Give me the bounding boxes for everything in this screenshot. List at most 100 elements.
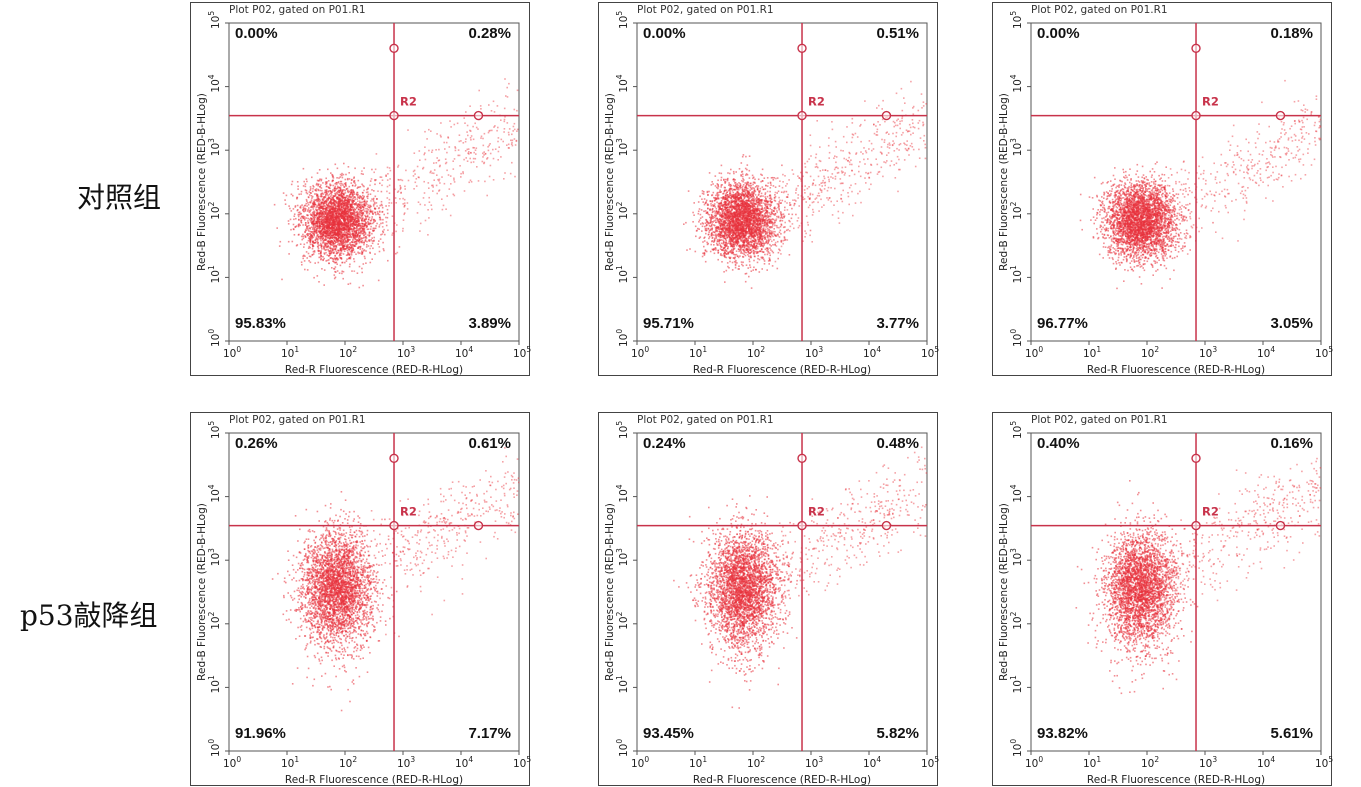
data-point (335, 219, 337, 221)
data-point (330, 172, 332, 174)
data-point (419, 159, 421, 161)
data-point (504, 128, 506, 130)
data-point (373, 200, 375, 202)
data-point (345, 216, 347, 218)
data-point (488, 150, 490, 152)
data-point (776, 210, 778, 212)
data-point (341, 175, 343, 177)
data-point (347, 208, 349, 210)
data-point (380, 219, 382, 221)
data-point (508, 144, 510, 146)
data-point (470, 139, 472, 141)
data-point (454, 195, 456, 197)
data-point (385, 174, 387, 176)
data-point (363, 201, 365, 203)
data-point (491, 130, 493, 132)
data-point (454, 146, 456, 148)
data-point (330, 236, 332, 238)
data-point (490, 153, 492, 155)
data-point (356, 207, 358, 209)
data-point (436, 157, 438, 159)
data-point (345, 174, 347, 176)
data-point (338, 187, 340, 189)
data-point (306, 199, 308, 201)
data-point (311, 235, 313, 237)
data-point (403, 219, 405, 221)
data-point (366, 244, 368, 246)
data-point (373, 198, 375, 200)
data-point (354, 208, 356, 210)
data-point (338, 219, 340, 221)
data-point (511, 162, 513, 164)
data-point (334, 224, 336, 226)
data-point (343, 163, 345, 165)
data-point (320, 236, 322, 238)
data-point (777, 241, 779, 243)
data-point (493, 126, 495, 128)
data-point (314, 199, 316, 201)
data-point (341, 226, 343, 228)
data-point (363, 263, 365, 265)
data-point (345, 184, 347, 186)
data-point (330, 257, 332, 259)
data-point (379, 211, 381, 213)
data-point (467, 149, 469, 151)
data-point (708, 238, 710, 240)
data-point (286, 195, 288, 197)
data-point (375, 214, 377, 216)
data-point (353, 217, 355, 219)
data-point (795, 192, 797, 194)
data-point (436, 193, 438, 195)
data-point (370, 180, 372, 182)
data-point (812, 184, 814, 186)
data-point (362, 192, 364, 194)
data-point (323, 197, 325, 199)
data-point (743, 256, 745, 258)
data-point (912, 146, 914, 148)
data-point (338, 224, 340, 226)
data-point (324, 201, 326, 203)
data-point (767, 182, 769, 184)
data-point (473, 152, 475, 154)
data-point (511, 143, 513, 145)
data-point (424, 146, 426, 148)
data-point (512, 145, 514, 147)
data-point (467, 135, 469, 137)
data-point (439, 182, 441, 184)
data-point (859, 191, 861, 193)
data-point (729, 191, 731, 193)
data-point (321, 268, 323, 270)
data-point (453, 168, 455, 170)
data-point (497, 141, 499, 143)
data-point (379, 224, 381, 226)
data-point (280, 241, 282, 243)
data-point (376, 198, 378, 200)
data-point (732, 262, 734, 264)
data-point (873, 148, 875, 150)
data-point (311, 215, 313, 217)
data-point (336, 247, 338, 249)
data-point (309, 227, 311, 229)
data-point (506, 87, 508, 89)
data-point (439, 159, 441, 161)
data-point (381, 185, 383, 187)
data-point (484, 162, 486, 164)
data-point (381, 201, 383, 203)
data-point (314, 193, 316, 195)
data-point (324, 246, 326, 248)
data-point (361, 268, 363, 270)
data-point (901, 134, 903, 136)
data-point (424, 152, 426, 154)
data-point (398, 179, 400, 181)
data-point (301, 261, 303, 263)
data-point (433, 162, 435, 164)
data-point (319, 203, 321, 205)
data-point (341, 183, 343, 185)
data-point (460, 140, 462, 142)
data-point (304, 219, 306, 221)
data-point (320, 194, 322, 196)
data-point (772, 224, 774, 226)
data-point (484, 181, 486, 183)
data-point (306, 242, 308, 244)
data-point (341, 262, 343, 264)
